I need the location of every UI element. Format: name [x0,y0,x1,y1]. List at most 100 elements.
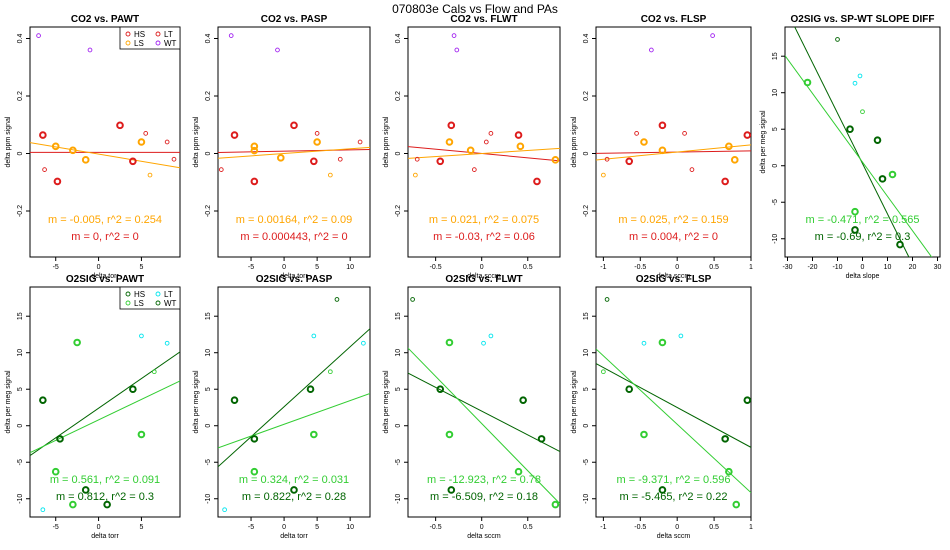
plot-frame [595,286,752,518]
fit-line [596,363,751,448]
data-point [39,396,47,404]
x-tick-label: -5 [53,264,59,271]
data-point [860,109,865,115]
x-tick-label: -0.5 [430,524,442,531]
legend-label: LT [164,30,173,39]
data-point [451,33,457,38]
x-tick-label: 0 [675,524,679,531]
data-point [69,500,77,509]
data-point [164,139,170,145]
data-point [230,131,239,139]
data-point [851,226,859,234]
x-tick-label: 0.5 [709,264,719,271]
fit-line [218,328,370,468]
y-tick-label: 0.2 [395,91,402,101]
data-point [36,33,41,38]
y-tick-label: 10 [772,89,779,97]
fit-line [218,393,370,449]
data-point [218,167,224,172]
legend-label: HS [134,290,145,299]
x-tick-label: 0 [861,264,865,271]
plot-frame [217,286,371,518]
data-point [306,385,315,394]
plot-frame [407,286,561,518]
data-point [649,47,654,53]
fit-line [218,146,370,159]
y-tick-label: 0 [395,424,402,428]
panel-title: CO2 vs. PASP [261,14,328,25]
x-axis-label: delta sccm [467,273,501,280]
panel-title: O2SIG vs. FLWT [445,274,522,285]
panel-title: O2SIG vs. FLSP [636,274,712,285]
panel-title: O2SIG vs. PASP [256,274,333,285]
data-point [551,500,560,509]
fit-annotation: m = -5.465, r^2 = 0.22 [620,491,728,503]
x-tick-label: -0.5 [634,524,646,531]
y-tick-label: 5 [772,127,779,131]
y-tick-label: -0.2 [205,205,212,217]
legend-marker [155,40,161,46]
data-point [414,156,420,162]
panel-title: CO2 vs. FLSP [641,14,707,25]
fit-annotation: m = 0.00164, r^2 = 0.09 [236,214,352,226]
fit-annotation: m = 0.021, r^2 = 0.075 [429,214,539,226]
data-point [604,156,610,162]
data-point [447,121,456,130]
figure-title: 070803e Cals vs Flow and PAs [392,2,558,16]
data-point [147,172,153,178]
plot-frame [29,286,181,518]
data-point [53,177,62,186]
legend-marker [155,291,161,297]
data-point [445,138,454,146]
y-tick-label: 0 [583,151,590,155]
y-tick-label: 5 [17,387,24,391]
data-point [51,142,60,151]
data-point [275,47,280,53]
data-point [454,47,460,53]
data-point [250,435,259,443]
data-point [250,142,259,151]
data-point [604,297,610,302]
data-point [483,139,489,145]
x-axis-label: delta slope [846,273,880,280]
x-tick-label: 5 [139,264,143,271]
panel-title: CO2 vs. PAWT [71,14,139,25]
fit-annotation: m = -6.509, r^2 = 0.18 [430,491,538,503]
x-tick-label: -0.5 [430,264,442,271]
y-tick-label: 0 [17,424,24,428]
data-point [851,207,859,216]
y-tick-label: 0.4 [17,34,24,44]
panel-1: CO2 vs. PASP -5 0 5 10 -0.2 0 0.2 0.4 delta torr d… [193,14,371,280]
x-tick-label: -1 [600,524,606,531]
legend-marker [125,300,131,306]
fit-annotation: m = -9.371, r^2 = 0.596 [616,474,730,486]
fit-line [785,55,933,257]
data-point [689,167,695,172]
fit-line [408,347,560,505]
fit-annotation: m = 0.004, r^2 = 0 [629,231,718,243]
data-point [151,369,157,375]
legend-box [119,26,181,50]
fit-line [596,348,751,494]
data-point [519,396,527,404]
data-point [143,131,149,136]
y-tick-label: 0 [395,151,402,155]
x-tick-label: 0.5 [709,524,719,531]
y-axis-label: delta per meg signal [5,370,12,433]
fit-annotation: m = -0.005, r^2 = 0.254 [48,214,162,226]
legend-label: LT [164,290,173,299]
panel-3: CO2 vs. FLSP -1 -0.5 0 0.5 1 -0.2 0 0.2 0.4 delta … [571,14,753,280]
panel-0: CO2 vs. PAWT -5 0 5 -0.2 0 0.2 0.4 delta torr del… [5,14,181,280]
data-point [250,177,259,186]
x-tick-label: 20 [909,264,917,271]
fit-line [30,351,180,457]
data-point [658,146,667,155]
data-point [228,33,234,38]
x-tick-label: 0 [97,524,101,531]
data-point [721,435,729,443]
legend-label: LS [134,299,144,308]
data-point [164,340,170,346]
fit-line [30,380,180,454]
x-axis-label: delta torr [91,533,119,540]
y-tick-label: -5 [583,459,590,465]
